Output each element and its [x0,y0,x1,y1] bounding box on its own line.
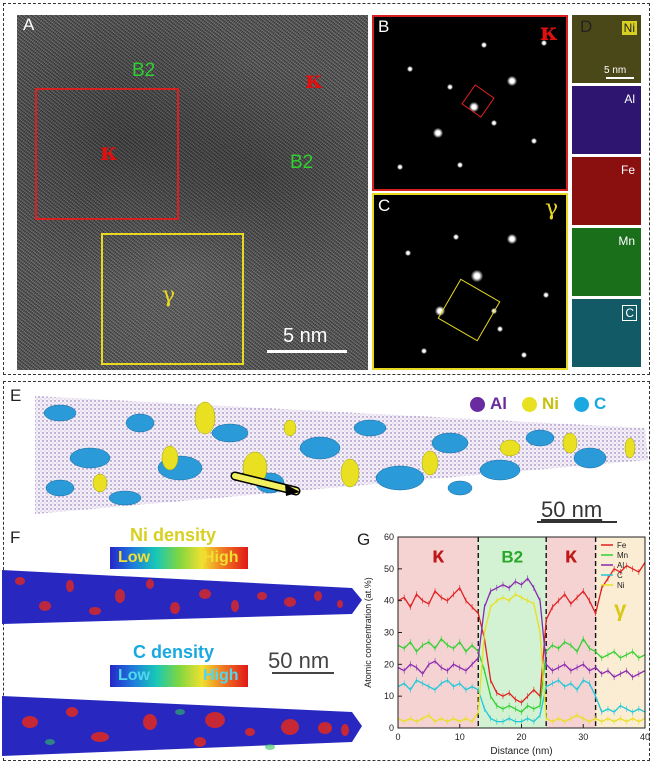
c-high-label: High [203,667,239,684]
legend-ni-marker [522,397,537,412]
panel-b-phase: κ [540,17,558,46]
top-figure-frame [3,3,650,375]
panel-a-letter: A [23,15,35,34]
gamma-region-box [101,233,244,365]
apt-reconstruction [35,396,648,514]
panel-f-scalebar [272,672,334,674]
region-label-1: B2 [501,547,523,566]
y-tick-label: 50 [384,564,394,574]
panel-d-letter: D [580,17,593,36]
legend-c-marker [574,397,589,412]
eds-map-mn: Mn [572,228,641,296]
c-density-colorbar [110,665,248,687]
x-tick-label: 20 [516,732,526,742]
legend-label-Fe: Fe [617,541,627,550]
c-density-map [2,696,362,756]
y-tick-label: 40 [384,596,394,606]
panel-a-scalebar-label: 5 nm [283,325,328,347]
legend-ni-label: Ni [542,394,559,413]
panel-g-letter: G [357,530,371,549]
panel-a-scalebar [267,350,347,353]
concentration-chart: 0 10 20 30 40 0 10 20 30 40 50 60 Distance (nm) Atomi… [363,532,650,757]
hrtem-image [17,15,368,370]
eds-map-al: Al [572,86,641,154]
x-axis-label: Distance (nm) [490,746,552,757]
ni-density-colorbar [110,547,248,569]
legend-label-Mn: Mn [617,551,628,560]
panel-c-phase: γ [545,196,559,221]
ni-high-label: High [203,549,239,566]
panel-e-scalebar [537,521,617,523]
x-tick-label: 10 [455,732,465,742]
legend-label-C: C [617,571,623,580]
eds-map-fe: Fe [572,157,641,225]
eds-map-stack: Ni 5 nm Al Fe Mn C [572,15,644,370]
panel-c-letter: C [378,196,391,215]
panel-d-scalebar-label: 5 nm [604,65,627,76]
legend-al-marker [470,397,485,412]
kappa-region-box [35,88,179,220]
ni-density-title: Ni density [130,525,217,545]
label-gamma-box: γ [162,283,176,308]
fft-gamma [372,193,568,370]
fft-kappa [372,15,568,191]
panel-f-letter: F [10,528,21,547]
panel-b-letter: B [378,17,390,36]
region-label-2: κ [565,542,578,567]
c-density-title: C density [133,642,215,662]
legend-al-label: Al [490,394,507,413]
panel-d-scalebar [606,77,634,79]
region-2 [546,537,596,728]
ni-density-map [2,570,362,624]
region-label-0: κ [432,542,445,567]
legend-c-label: C [594,394,607,413]
label-b2-right: B2 [290,152,314,173]
y-tick-label: 60 [384,532,394,542]
legend-label-Ni: Ni [617,581,625,590]
panel-e-scalebar-label: 50 nm [541,497,603,522]
c-low-label: Low [118,667,150,684]
eds-map-ni: Ni 5 nm [572,15,641,83]
region-0 [398,537,479,728]
region-label-3: γ [614,597,627,622]
legend-label-Al: Al [617,561,624,570]
label-b2-top: B2 [132,60,156,81]
x-tick-label: 0 [395,732,400,742]
ni-low-label: Low [118,549,150,566]
y-axis-label: Atomic concentration (at.%) [363,577,373,688]
label-kappa-top: κ [305,65,323,94]
eds-map-c: C [572,299,641,367]
label-kappa-box: κ [100,137,118,166]
x-tick-label: 40 [640,732,650,742]
panel-e-letter: E [10,386,22,405]
panel-f-scalebar-label: 50 nm [268,648,330,673]
y-tick-label: 30 [384,628,394,638]
y-tick-label: 10 [384,691,394,701]
y-tick-label: 20 [384,659,394,669]
region-3 [595,537,645,728]
y-tick-label: 0 [389,723,394,733]
x-tick-label: 30 [578,732,588,742]
